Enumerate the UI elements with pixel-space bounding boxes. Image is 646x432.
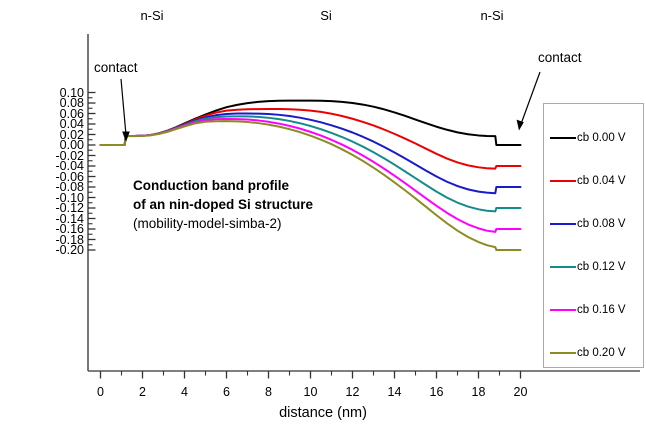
region-label-n-si-left: n-Si <box>140 8 164 23</box>
note-line-2: of an nin-doped Si structure <box>133 197 314 212</box>
legend-color-swatch <box>550 351 576 355</box>
legend-item-label: cb 0.12 V <box>577 261 626 273</box>
y-tick-label: -0.14 <box>55 211 85 226</box>
legend-item-label: cb 0.04 V <box>577 175 626 187</box>
annotation-contact-left: contact <box>94 60 138 75</box>
x-tick-label: 12 <box>345 385 360 399</box>
annotation-contact-right: contact <box>538 50 582 65</box>
x-tick-label: 20 <box>513 385 528 399</box>
y-tick-label: -0.08 <box>55 180 85 194</box>
legend-item-label: cb 0.16 V <box>577 304 626 316</box>
y-tick-label: 0.10 <box>59 85 84 100</box>
x-axis-ticks <box>99 371 522 379</box>
x-tick-labels: 0 2 4 6 8 10 12 14 16 18 20 <box>0 376 646 399</box>
x-tick-label: 4 <box>181 385 188 399</box>
annotation-arrows <box>120 71 541 142</box>
legend-item[interactable]: cb 0.16 V <box>544 300 643 320</box>
legend-color-swatch <box>550 179 576 183</box>
legend-item-label: cb 0.00 V <box>577 132 626 144</box>
legend-item[interactable]: cb 0.08 V <box>544 214 643 234</box>
legend-item[interactable]: cb 0.00 V <box>544 128 643 148</box>
y-tick-label: -0.02 <box>55 148 85 163</box>
y-tick-label: -0.20 <box>55 243 85 257</box>
legend-color-swatch <box>550 308 576 312</box>
y-tick-label: 0.00 <box>59 138 84 152</box>
x-tick-label: 8 <box>265 385 272 399</box>
legend-item-label: cb 0.08 V <box>577 218 626 230</box>
x-tick-label: 2 <box>139 385 146 399</box>
y-tick-label: -0.10 <box>55 190 85 205</box>
y-tick-label: -0.12 <box>55 201 85 215</box>
y-tick-label: 0.04 <box>59 117 84 131</box>
region-label-n-si-right: n-Si <box>480 8 504 23</box>
y-tick-label: -0.18 <box>55 232 85 247</box>
y-tick-label: 0.08 <box>59 96 84 110</box>
legend-color-swatch <box>550 136 576 140</box>
x-tick-label: 18 <box>471 385 486 399</box>
legend: cb 0.00 V cb 0.04 V cb 0.08 V cb 0.12 V cb 0… <box>543 103 644 368</box>
legend-item[interactable]: cb 0.04 V <box>544 171 643 191</box>
note-line-1: Conduction band profile <box>133 178 289 193</box>
x-axis-title: distance (nm) <box>279 405 367 421</box>
band-profile-curves <box>99 99 522 251</box>
legend-item-label: cb 0.20 V <box>577 347 626 359</box>
annotation-note: Conduction band profile of an nin-doped … <box>133 176 313 233</box>
x-tick-label: 10 <box>303 385 318 399</box>
y-axis-ticks <box>88 91 96 251</box>
legend-item[interactable]: cb 0.12 V <box>544 257 643 277</box>
legend-item[interactable]: cb 0.20 V <box>544 343 643 363</box>
x-tick-label: 14 <box>387 385 402 399</box>
region-label-si: Si <box>320 8 332 23</box>
note-line-3: (mobility-model-simba-2) <box>133 216 282 231</box>
y-tick-label: 0.06 <box>59 106 84 121</box>
x-tick-label: 0 <box>97 385 104 399</box>
x-tick-label: 16 <box>429 385 444 399</box>
y-tick-label: -0.06 <box>55 169 85 184</box>
y-tick-label: -0.04 <box>55 159 85 173</box>
x-tick-label: 6 <box>223 385 230 399</box>
y-tick-label: -0.16 <box>55 222 85 236</box>
y-tick-label: 0.02 <box>59 127 84 142</box>
y-tick-labels: 0.10 0.08 0.06 0.04 0.02 0.00 -0.02 -0.04 -0.06-… <box>0 0 85 432</box>
legend-color-swatch <box>550 222 576 226</box>
legend-color-swatch <box>550 265 576 269</box>
